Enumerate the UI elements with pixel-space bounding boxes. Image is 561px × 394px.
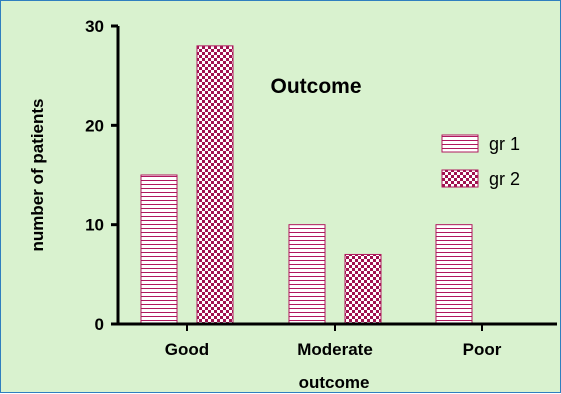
y-tick-label: 30 [85, 17, 104, 36]
bar-gr2-good [196, 45, 234, 325]
bar-gr1-moderate [288, 224, 326, 325]
bar-gr2-moderate [344, 253, 382, 325]
legend-label-gr2: gr 2 [489, 169, 520, 189]
chart-title: Outcome [270, 75, 361, 98]
legend: gr 1 gr 2 [441, 134, 520, 189]
x-tick-label: Moderate [297, 340, 373, 359]
legend-swatch-gr2 [441, 169, 479, 188]
x-tick-label: Poor [463, 340, 502, 359]
y-tick-label: 20 [85, 116, 104, 135]
x-axis-label: outcome [299, 373, 370, 392]
bar-gr1-poor [435, 224, 473, 325]
bar-gr1-good [140, 174, 178, 325]
y-axis-label: number of patients [28, 98, 47, 251]
legend-label-gr1: gr 1 [489, 134, 520, 154]
legend-swatch-gr1 [441, 134, 479, 153]
y-tick-label: 0 [95, 315, 104, 334]
y-tick-label: 10 [85, 216, 104, 235]
x-tick-label: Good [165, 340, 209, 359]
